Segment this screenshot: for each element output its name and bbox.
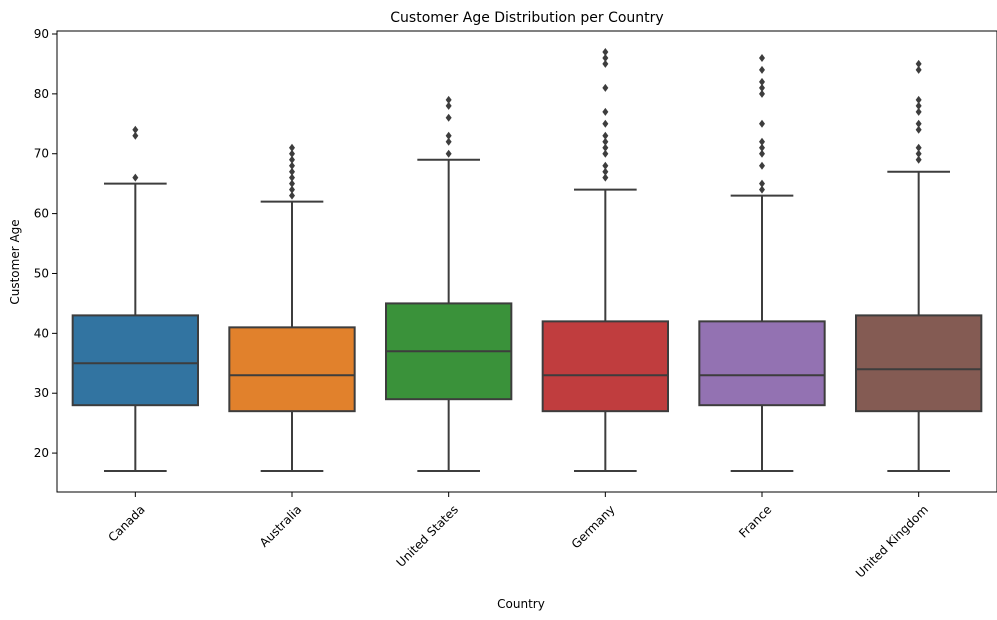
outlier-point [759, 77, 765, 86]
outlier-point [915, 95, 922, 104]
y-tick-label: 40 [34, 326, 49, 340]
outlier-point [915, 143, 922, 152]
outlier-point [602, 107, 609, 116]
outlier-point [602, 143, 609, 152]
plot-area [71, 47, 983, 473]
outlier-point [289, 179, 295, 188]
iqr-box [698, 320, 826, 407]
outlier-point [759, 65, 765, 74]
outlier-point [289, 191, 295, 200]
y-tick-label: 30 [34, 386, 49, 400]
outlier-point [132, 131, 139, 140]
x-tick-label: Australia [257, 502, 304, 549]
outlier-point [915, 149, 922, 158]
outlier-point [759, 179, 765, 188]
iqr-box [855, 314, 983, 413]
outlier-point [289, 167, 295, 176]
outlier-point [602, 131, 609, 140]
outlier-point [602, 83, 609, 92]
x-tick-label: France [736, 502, 774, 540]
y-tick-label: 80 [34, 87, 49, 101]
y-tick-label: 50 [34, 266, 49, 280]
outlier-point [289, 149, 295, 158]
outlier-point [759, 53, 765, 62]
iqr-box [228, 326, 356, 413]
iqr-box [541, 320, 670, 413]
outlier-point [445, 95, 452, 104]
outlier-point [602, 167, 609, 176]
outlier-point [132, 173, 139, 182]
x-axis: Canada Australia United States Germany Franc… [105, 492, 931, 580]
outlier-point [445, 113, 452, 122]
outlier-point [602, 53, 609, 62]
outlier-point [602, 173, 609, 182]
y-tick-label: 20 [34, 446, 49, 460]
box-france [698, 53, 826, 473]
outlier-point [602, 149, 609, 158]
outlier-point [445, 131, 452, 140]
outlier-point [289, 161, 295, 170]
outlier-point [602, 59, 609, 68]
outlier-point [759, 83, 765, 92]
outlier-point [915, 107, 922, 116]
outlier-point [915, 155, 922, 164]
outlier-point [915, 125, 922, 134]
outlier-point [759, 89, 765, 98]
outlier-point [759, 143, 765, 152]
y-tick-label: 70 [34, 147, 49, 161]
x-tick-label: United Kingdom [853, 502, 931, 580]
x-axis-label: Country [497, 597, 545, 611]
y-tick-label: 60 [34, 207, 49, 221]
y-tick-label: 90 [34, 27, 49, 41]
iqr-box [71, 314, 199, 407]
chart-title: Customer Age Distribution per Country [390, 10, 663, 26]
outlier-point [289, 185, 295, 194]
outlier-point [445, 101, 452, 110]
box-canada [71, 125, 199, 473]
box-germany [541, 47, 670, 473]
plot-frame [56, 30, 997, 493]
box-australia [228, 143, 356, 473]
y-axis: 20 30 40 50 60 70 80 90 [34, 27, 57, 460]
outlier-point [915, 59, 922, 68]
outlier-point [602, 137, 609, 146]
outlier-point [759, 119, 765, 128]
box-united-kingdom [855, 59, 983, 473]
outlier-point [602, 161, 609, 170]
outlier-point [445, 137, 452, 146]
outlier-point [132, 125, 139, 134]
x-tick-label: Germany [569, 502, 618, 551]
x-tick-label: United States [394, 502, 461, 569]
box-united-states [385, 95, 513, 473]
outlier-point [289, 155, 295, 164]
y-axis-label: Customer Age [8, 219, 22, 304]
outlier-point [759, 161, 765, 170]
x-tick-label: Canada [105, 502, 147, 544]
outlier-point [915, 65, 922, 74]
outlier-point [602, 119, 609, 128]
outlier-point [602, 47, 609, 56]
outlier-point [289, 143, 295, 152]
outlier-point [915, 119, 922, 128]
outlier-point [289, 173, 295, 182]
outlier-point [759, 185, 765, 194]
outlier-point [915, 101, 922, 110]
outlier-point [759, 137, 765, 146]
outlier-point [759, 149, 765, 158]
outlier-point [445, 149, 452, 158]
